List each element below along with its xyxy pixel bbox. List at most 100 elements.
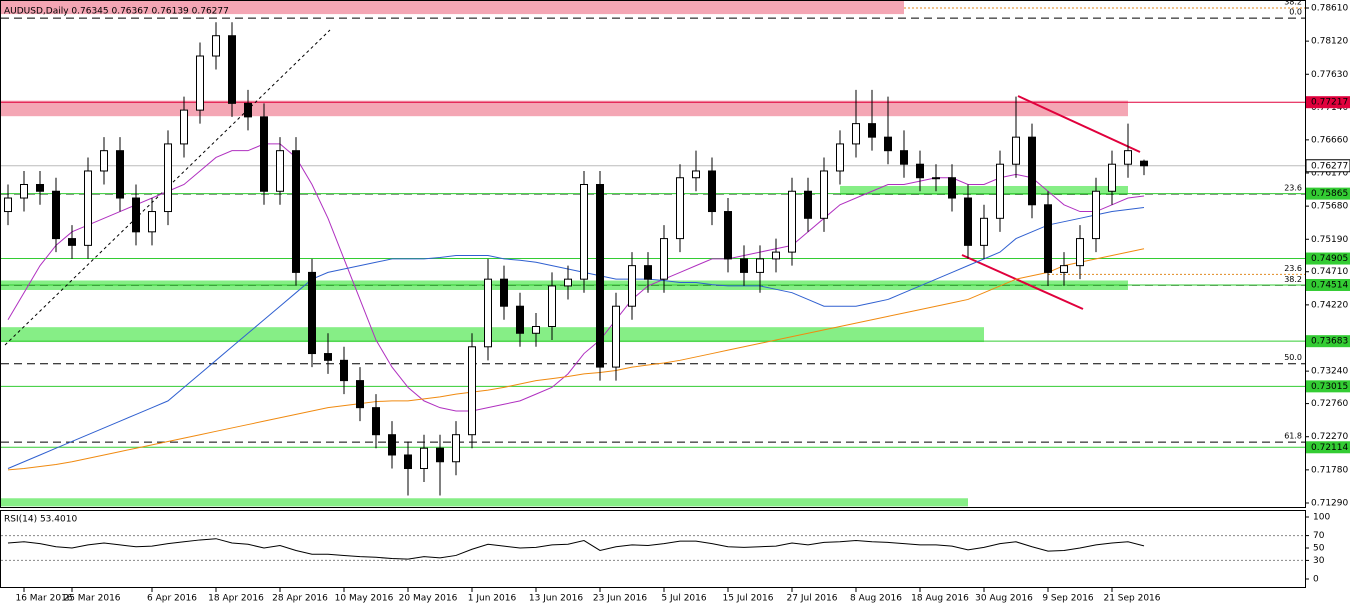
candle-body [404, 454, 412, 470]
candle-body [740, 258, 748, 273]
candle-body [612, 305, 620, 368]
level-label: 0.74905 [1311, 254, 1348, 264]
level-label: 0.73683 [1311, 337, 1348, 347]
x-tick-label: 23 Jun 2016 [593, 594, 647, 604]
fib-label: 23.6 [1284, 264, 1302, 273]
y-tick-label: 100 [1313, 513, 1330, 523]
candle-body [980, 217, 988, 246]
y-tick-label: 0.72760 [1311, 399, 1348, 409]
candle-body [420, 447, 428, 470]
candle-body [644, 265, 652, 280]
candle-body [84, 170, 92, 246]
current-tag [1305, 159, 1350, 173]
candle-body [932, 177, 940, 180]
candle-body [388, 434, 396, 456]
level-tag [1306, 96, 1350, 109]
candle-body [564, 278, 572, 287]
candle-body [580, 183, 588, 280]
candle-body [996, 163, 1004, 219]
y-tick-label: 0.78120 [1311, 37, 1348, 47]
y-tick-label: 0.76170 [1311, 169, 1348, 179]
level-label: 0.75865 [1311, 189, 1348, 199]
candle-body [692, 170, 700, 179]
rsi-panel [0, 510, 1306, 588]
candle-body [276, 150, 284, 192]
candle-body [100, 150, 108, 172]
x-tick-label: 25 Mar 2016 [63, 594, 120, 604]
candle-body [708, 170, 716, 213]
candle-body [1108, 163, 1116, 192]
candle-body [532, 326, 540, 334]
level-label: 0.72114 [1311, 443, 1348, 453]
y-tick-label: 0.74220 [1311, 300, 1348, 310]
moving-average [7, 248, 1145, 471]
x-tick-label: 13 Jun 2016 [529, 594, 583, 604]
x-tick-label: 5 Jul 2016 [661, 594, 706, 604]
moving-average [7, 206, 1145, 469]
candle-body [660, 238, 668, 280]
x-tick-label: 8 Aug 2016 [850, 594, 902, 604]
candle-body [324, 353, 332, 361]
candle-body [804, 190, 812, 219]
zone [1, 327, 984, 343]
level-label: 0.74514 [1311, 280, 1348, 290]
candle-body [452, 434, 460, 463]
y-tick-label: 0.75680 [1311, 202, 1348, 212]
candle-body [772, 251, 780, 260]
x-tick-label: 27 Jul 2016 [787, 594, 838, 604]
y-tick-label: 0.71290 [1311, 499, 1348, 509]
candle-body [308, 271, 316, 355]
rsi-line [7, 538, 1145, 560]
candle-body [132, 197, 140, 233]
candle-body [500, 278, 508, 307]
candle-body [244, 102, 252, 118]
y-tick-label: 0.77630 [1311, 70, 1348, 80]
candle-body [468, 346, 476, 436]
candle-body [1140, 160, 1148, 167]
fib-label: 38.2 [1284, 0, 1302, 7]
main-panel [0, 0, 1306, 508]
candle-body [260, 116, 268, 192]
candle-body [4, 197, 12, 213]
candle-body [1060, 265, 1068, 273]
fib-label: 61.8 [1284, 432, 1302, 441]
x-tick-label: 15 Jul 2016 [723, 594, 774, 604]
candle-body [900, 150, 908, 165]
candle-body [68, 238, 76, 246]
candle-body [516, 305, 524, 334]
candle-body [916, 163, 924, 179]
candle-body [20, 183, 28, 199]
level-tag [1306, 380, 1350, 393]
candle-body [548, 285, 556, 328]
x-tick-label: 28 Apr 2016 [272, 594, 328, 604]
y-tick-label: 50 [1313, 544, 1325, 554]
level-tag [1306, 335, 1350, 348]
zone [1, 100, 1128, 117]
y-tick-label: 30 [1313, 556, 1325, 566]
x-tick-label: 16 Mar 2016 [15, 594, 72, 604]
level-tag [1306, 441, 1350, 454]
candle-body [820, 170, 828, 219]
x-tick-label: 9 Sep 2016 [1042, 594, 1094, 604]
candle-body [148, 211, 156, 233]
x-tick-label: 18 Apr 2016 [208, 594, 264, 604]
candle-body [964, 197, 972, 246]
fib-label: 38.2 [1284, 275, 1302, 284]
candle-body [52, 190, 60, 240]
header: AUDUSD,Daily 0.76345 0.76367 0.76139 0.7… [4, 7, 229, 17]
x-tick-label: 20 May 2016 [399, 594, 458, 604]
candle-body [1076, 238, 1084, 267]
candle-body [868, 123, 876, 138]
candle-body [948, 177, 956, 199]
level-tag [1306, 187, 1350, 200]
y-tick-label: 70 [1313, 531, 1325, 541]
candle-body [676, 177, 684, 240]
y-tick-label: 0 [1313, 575, 1319, 585]
x-tick-label: 10 May 2016 [335, 594, 394, 604]
candle-body [116, 150, 124, 199]
level-tag [1306, 278, 1350, 291]
y-tick-label: 0.72270 [1311, 432, 1348, 442]
y-tick-label: 0.74710 [1311, 267, 1348, 277]
candle-body [196, 55, 204, 111]
